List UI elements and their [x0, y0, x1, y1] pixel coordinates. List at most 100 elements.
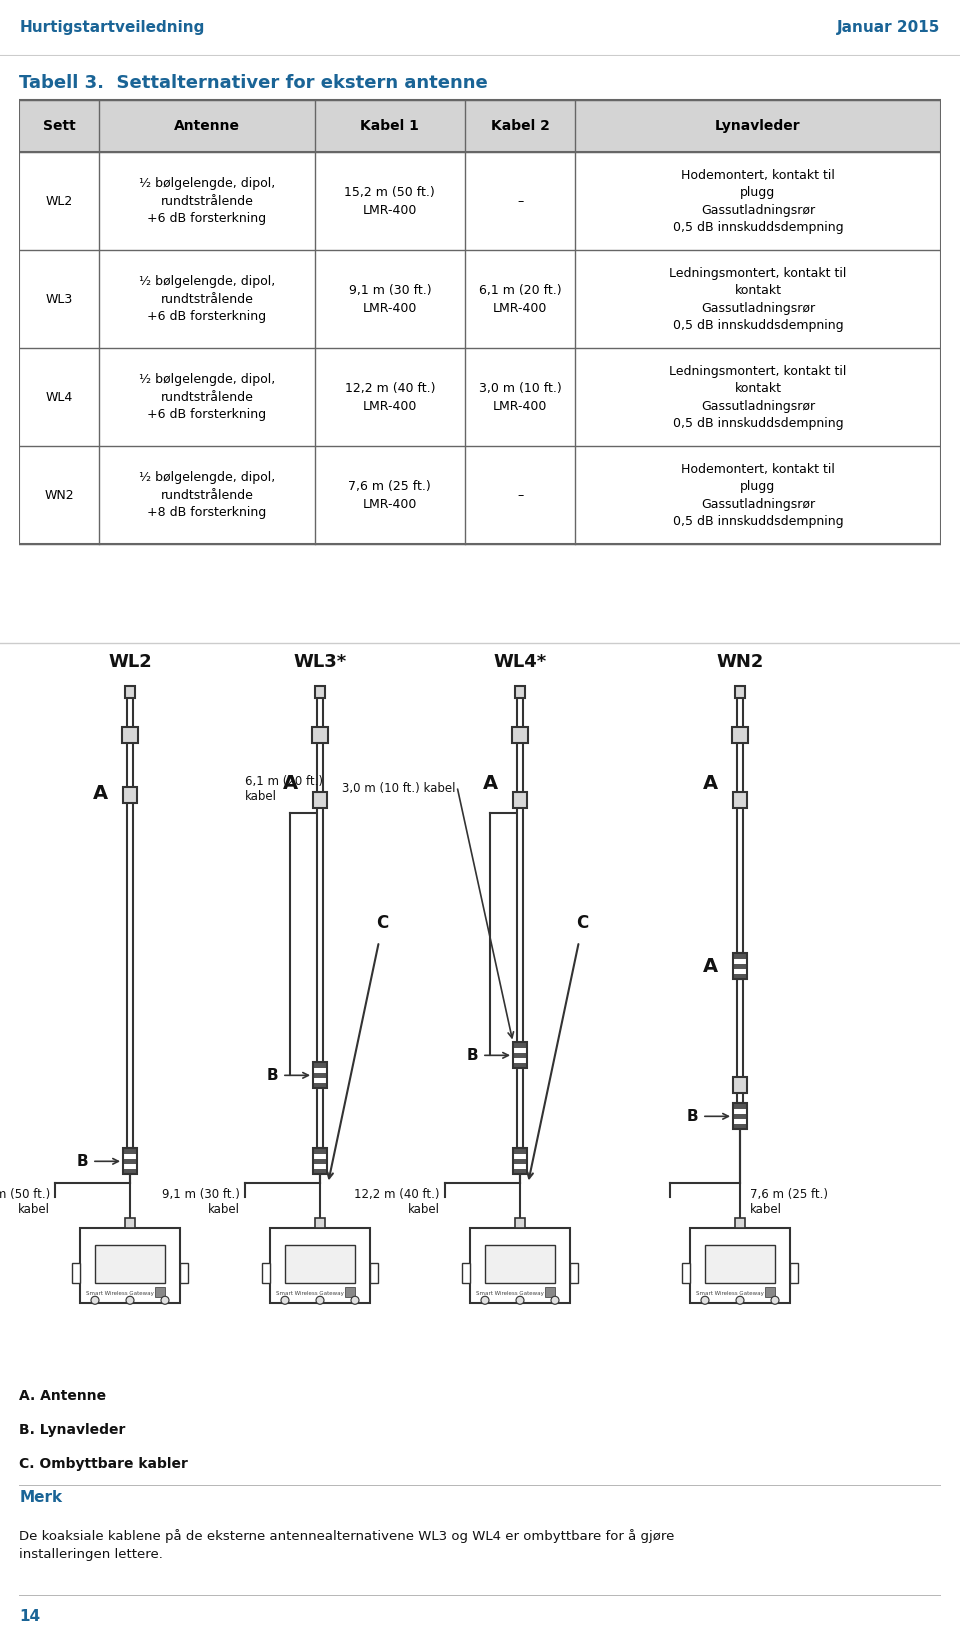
- Bar: [512, 727, 528, 743]
- Bar: [313, 1169, 327, 1174]
- Text: WL2: WL2: [46, 195, 73, 208]
- Bar: [690, 1228, 790, 1303]
- Text: Merk: Merk: [19, 1490, 62, 1506]
- Text: B: B: [77, 1154, 88, 1169]
- Bar: [315, 1218, 325, 1228]
- Circle shape: [91, 1297, 99, 1305]
- Bar: [513, 1053, 527, 1058]
- Bar: [313, 1072, 327, 1077]
- Text: B: B: [686, 1108, 698, 1125]
- Bar: [123, 1169, 137, 1174]
- Bar: [513, 1148, 527, 1174]
- Text: 15,2 m (50 ft.)
kabel: 15,2 m (50 ft.) kabel: [0, 1188, 50, 1216]
- Bar: [513, 1154, 527, 1159]
- Text: 3,0 m (10 ft.)
LMR-400: 3,0 m (10 ft.) LMR-400: [479, 381, 562, 413]
- Bar: [462, 1264, 470, 1283]
- Text: 9,1 m (30 ft.)
kabel: 9,1 m (30 ft.) kabel: [162, 1188, 240, 1216]
- Text: Kabel 2: Kabel 2: [491, 120, 549, 134]
- Bar: [513, 1043, 527, 1048]
- Text: 6,1 m (20 ft.)
kabel: 6,1 m (20 ft.) kabel: [245, 776, 323, 804]
- Bar: [72, 1264, 80, 1283]
- Bar: [125, 686, 135, 699]
- Circle shape: [516, 1297, 524, 1305]
- Text: ¹⁄₂ bølgelengde, dipol,
rundtstrålende
+6 dB forsterkning: ¹⁄₂ bølgelengde, dipol, rundtstrålende +…: [139, 373, 276, 421]
- Circle shape: [126, 1297, 134, 1305]
- Bar: [517, 689, 523, 1148]
- Bar: [285, 1246, 355, 1283]
- Bar: [313, 1062, 327, 1067]
- Bar: [513, 1164, 527, 1169]
- Bar: [733, 953, 747, 959]
- Bar: [737, 979, 743, 1103]
- Text: Lynavleder: Lynavleder: [715, 120, 801, 134]
- Bar: [733, 1103, 747, 1130]
- Text: 12,2 m (40 ft.)
kabel: 12,2 m (40 ft.) kabel: [354, 1188, 440, 1216]
- Circle shape: [316, 1297, 324, 1305]
- Bar: [733, 1108, 747, 1113]
- Text: A: A: [483, 774, 497, 792]
- Circle shape: [736, 1297, 744, 1305]
- Text: Ledningsmontert, kontakt til
kontakt
Gassutladningsrør
0,5 dB innskuddsdempning: Ledningsmontert, kontakt til kontakt Gas…: [669, 267, 847, 332]
- Bar: [733, 1077, 747, 1094]
- Bar: [313, 1148, 327, 1174]
- Bar: [570, 1264, 578, 1283]
- Circle shape: [701, 1297, 709, 1305]
- Text: Sett: Sett: [43, 120, 76, 134]
- Bar: [733, 959, 747, 964]
- Text: 7,6 m (25 ft.)
kabel: 7,6 m (25 ft.) kabel: [750, 1188, 828, 1216]
- Text: WL3: WL3: [46, 293, 73, 306]
- Text: A. Antenne: A. Antenne: [19, 1388, 107, 1403]
- Text: Smart Wireless Gateway: Smart Wireless Gateway: [86, 1292, 154, 1297]
- Text: Smart Wireless Gateway: Smart Wireless Gateway: [696, 1292, 764, 1297]
- Circle shape: [481, 1297, 489, 1305]
- Text: B. Lynavleder: B. Lynavleder: [19, 1423, 126, 1437]
- Bar: [732, 727, 748, 743]
- Bar: [155, 1287, 165, 1297]
- Circle shape: [771, 1297, 779, 1305]
- Text: 7,6 m (25 ft.)
LMR-400: 7,6 m (25 ft.) LMR-400: [348, 480, 431, 511]
- Bar: [545, 1287, 555, 1297]
- Text: Antenne: Antenne: [174, 120, 240, 134]
- Circle shape: [551, 1297, 559, 1305]
- Bar: [317, 689, 323, 1148]
- Text: WL3*: WL3*: [294, 653, 347, 671]
- Bar: [315, 686, 325, 699]
- Text: ¹⁄₂ bølgelengde, dipol,
rundtstrålende
+8 dB forsterkning: ¹⁄₂ bølgelengde, dipol, rundtstrålende +…: [139, 471, 276, 519]
- Text: De koaksiale kablene på de eksterne antennealternativene WL3 og WL4 er ombyttbar: De koaksiale kablene på de eksterne ante…: [19, 1529, 675, 1562]
- Bar: [733, 974, 747, 979]
- Bar: [735, 686, 745, 699]
- Bar: [123, 1148, 137, 1154]
- Bar: [513, 792, 527, 809]
- Bar: [513, 1043, 527, 1069]
- Bar: [370, 1264, 378, 1283]
- Bar: [19, 100, 941, 152]
- Bar: [313, 1154, 327, 1159]
- Text: WL2: WL2: [108, 653, 152, 671]
- Text: A: A: [92, 784, 108, 802]
- Bar: [515, 686, 525, 699]
- Text: Hodemontert, kontakt til
plugg
Gassutladningsrør
0,5 dB innskuddsdempning: Hodemontert, kontakt til plugg Gassutlad…: [673, 463, 843, 529]
- Bar: [313, 1084, 327, 1089]
- Text: ¹⁄₂ bølgelengde, dipol,
rundtstrålende
+6 dB forsterkning: ¹⁄₂ bølgelengde, dipol, rundtstrålende +…: [139, 177, 276, 226]
- Bar: [733, 792, 747, 809]
- Bar: [513, 1169, 527, 1174]
- Bar: [513, 1058, 527, 1062]
- Text: A: A: [703, 958, 717, 976]
- Bar: [122, 727, 138, 743]
- Bar: [312, 727, 328, 743]
- Text: B: B: [467, 1048, 478, 1062]
- Text: 3,0 m (10 ft.) kabel: 3,0 m (10 ft.) kabel: [342, 782, 455, 796]
- Text: Hodemontert, kontakt til
plugg
Gassutladningsrør
0,5 dB innskuddsdempning: Hodemontert, kontakt til plugg Gassutlad…: [673, 169, 843, 234]
- Text: 12,2 m (40 ft.)
LMR-400: 12,2 m (40 ft.) LMR-400: [345, 381, 435, 413]
- Text: ¹⁄₂ bølgelengde, dipol,
rundtstrålende
+6 dB forsterkning: ¹⁄₂ bølgelengde, dipol, rundtstrålende +…: [139, 275, 276, 324]
- Text: A: A: [703, 774, 717, 792]
- Text: WN2: WN2: [716, 653, 764, 671]
- Text: Smart Wireless Gateway: Smart Wireless Gateway: [276, 1292, 344, 1297]
- Bar: [705, 1246, 775, 1283]
- Bar: [123, 1159, 137, 1164]
- Bar: [513, 1159, 527, 1164]
- Text: 9,1 m (30 ft.)
LMR-400: 9,1 m (30 ft.) LMR-400: [348, 285, 431, 314]
- Text: 15,2 m (50 ft.)
LMR-400: 15,2 m (50 ft.) LMR-400: [345, 187, 435, 216]
- Bar: [123, 787, 137, 804]
- Bar: [790, 1264, 798, 1283]
